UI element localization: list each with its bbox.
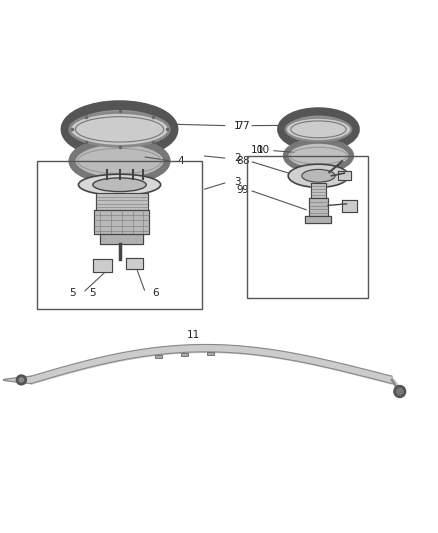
Ellipse shape — [70, 112, 169, 146]
Ellipse shape — [66, 105, 173, 154]
Text: 2: 2 — [234, 154, 241, 164]
Polygon shape — [338, 171, 351, 180]
Polygon shape — [0, 376, 31, 384]
Bar — [37, 161, 202, 309]
Ellipse shape — [93, 178, 146, 191]
Ellipse shape — [17, 376, 26, 384]
Text: 5: 5 — [89, 288, 96, 298]
Polygon shape — [100, 234, 143, 244]
Ellipse shape — [302, 169, 335, 182]
Text: 8: 8 — [242, 156, 248, 166]
Bar — [247, 156, 368, 298]
Ellipse shape — [288, 164, 349, 188]
Bar — [155, 355, 162, 358]
Polygon shape — [309, 198, 328, 216]
Polygon shape — [95, 210, 149, 234]
Text: 9: 9 — [236, 185, 243, 195]
Ellipse shape — [286, 141, 351, 171]
Text: 1: 1 — [234, 120, 241, 131]
Text: 11: 11 — [187, 330, 200, 340]
Text: 7: 7 — [236, 120, 243, 131]
Text: 10: 10 — [257, 146, 270, 156]
Text: 7: 7 — [242, 120, 248, 131]
Ellipse shape — [78, 174, 161, 195]
Polygon shape — [127, 257, 143, 269]
Ellipse shape — [286, 118, 351, 141]
Text: 9: 9 — [242, 185, 248, 195]
Ellipse shape — [72, 141, 167, 181]
Bar — [181, 353, 188, 356]
Polygon shape — [92, 259, 112, 272]
Ellipse shape — [281, 111, 356, 147]
Text: 6: 6 — [152, 288, 159, 298]
Polygon shape — [305, 216, 332, 223]
Polygon shape — [311, 183, 326, 198]
Text: 4: 4 — [178, 156, 184, 166]
Text: 5: 5 — [70, 288, 76, 298]
Text: 3: 3 — [234, 177, 241, 187]
Polygon shape — [96, 192, 148, 210]
Text: 8: 8 — [236, 156, 243, 166]
Bar — [207, 352, 214, 355]
Polygon shape — [342, 200, 357, 212]
Text: 10: 10 — [251, 146, 265, 156]
Ellipse shape — [395, 386, 405, 397]
